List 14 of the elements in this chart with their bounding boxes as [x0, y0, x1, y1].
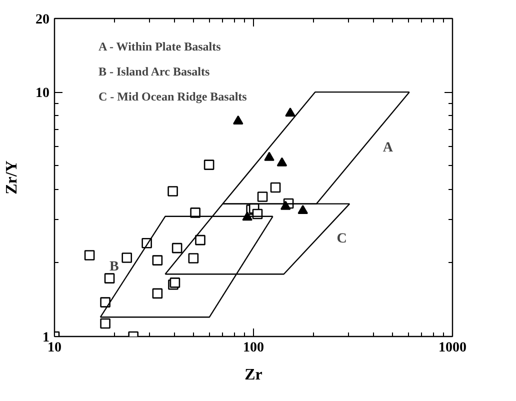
y-axis-title: Zr/Y — [4, 160, 20, 194]
x-tick-label: 10 — [48, 340, 62, 356]
y-tick-label: 10 — [36, 86, 50, 102]
x-tick-label: 100 — [243, 340, 264, 356]
annotation: B - Island Arc Basalts — [98, 64, 210, 78]
series-label: B — [109, 259, 119, 274]
annotation: A - Within Plate Basalts — [98, 40, 222, 54]
y-tick-label: 20 — [36, 12, 50, 28]
y-tick-label: 1 — [42, 330, 50, 346]
annotation: C - Mid Ocean Ridge Basalts — [98, 90, 248, 104]
series-label: A — [382, 140, 394, 156]
x-axis-title: Zr — [244, 366, 262, 384]
series-label: C — [336, 231, 347, 246]
x-tick-label: 1000 — [438, 340, 466, 356]
